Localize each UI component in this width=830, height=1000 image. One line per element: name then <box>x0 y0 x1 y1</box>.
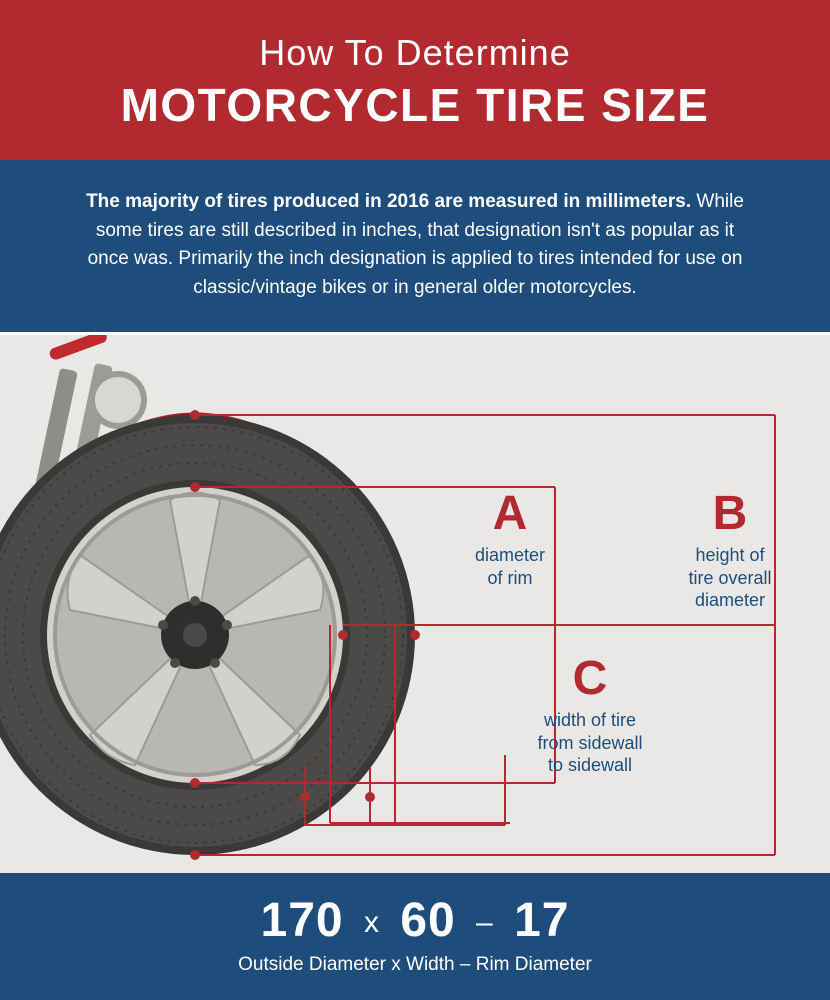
label-b-desc: height of tire overall diameter <box>660 544 800 612</box>
intro-bold: The majority of tires produced in 2016 a… <box>86 191 691 212</box>
intro-panel: The majority of tires produced in 2016 a… <box>0 160 830 335</box>
label-c: C width of tire from sidewall to sidewal… <box>500 655 680 777</box>
label-a-letter: A <box>440 490 580 538</box>
label-b-letter: B <box>660 490 800 538</box>
label-a: A diameter of rim <box>440 490 580 589</box>
eq-op-dash: – <box>470 906 500 939</box>
size-equation: 170 x 60 – 17 <box>0 893 830 948</box>
infographic-page: How To Determine MOTORCYCLE TIRE SIZE Th… <box>0 0 830 1000</box>
header-line2: MOTORCYCLE TIRE SIZE <box>0 78 830 132</box>
eq-width: 60 <box>400 894 455 947</box>
intro-text: The majority of tires produced in 2016 a… <box>86 191 744 298</box>
size-equation-legend: Outside Diameter x Width – Rim Diameter <box>0 954 830 976</box>
label-c-desc: width of tire from sidewall to sidewall <box>500 709 680 777</box>
tire-group <box>0 415 415 855</box>
tire-diagram: A diameter of rim B height of tire overa… <box>0 335 830 875</box>
footer: 170 x 60 – 17 Outside Diameter x Width –… <box>0 873 830 1000</box>
label-a-desc: diameter of rim <box>440 544 580 589</box>
header-line1: How To Determine <box>0 32 830 74</box>
eq-rim-diameter: 17 <box>514 894 569 947</box>
label-c-letter: C <box>500 655 680 703</box>
eq-outside-diameter: 170 <box>261 894 344 947</box>
eq-op-x: x <box>358 906 386 939</box>
label-b: B height of tire overall diameter <box>660 490 800 612</box>
header: How To Determine MOTORCYCLE TIRE SIZE <box>0 0 830 160</box>
